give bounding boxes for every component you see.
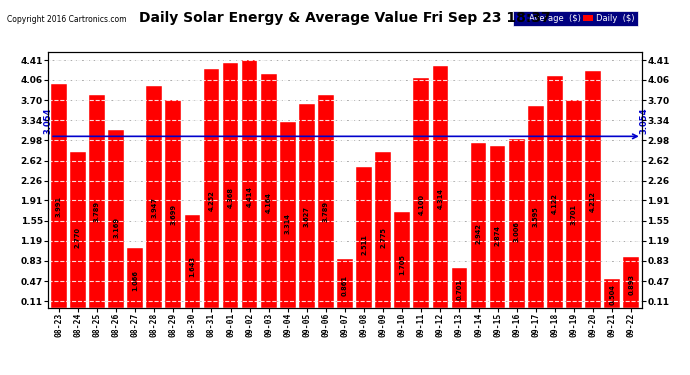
- Text: 0.701: 0.701: [457, 279, 462, 300]
- Bar: [204, 69, 219, 308]
- Text: 2.770: 2.770: [75, 227, 81, 248]
- Bar: [108, 130, 124, 308]
- Text: 4.314: 4.314: [437, 188, 444, 209]
- Bar: [70, 152, 86, 308]
- Bar: [280, 122, 295, 308]
- Text: 2.874: 2.874: [495, 225, 501, 246]
- Text: 4.122: 4.122: [552, 193, 558, 214]
- Bar: [547, 76, 563, 308]
- Text: 4.164: 4.164: [266, 192, 272, 213]
- Bar: [184, 215, 200, 308]
- Text: 4.414: 4.414: [246, 186, 253, 207]
- Bar: [241, 60, 257, 308]
- Text: 4.252: 4.252: [208, 190, 215, 211]
- Text: 3.991: 3.991: [56, 196, 62, 217]
- Bar: [509, 139, 524, 308]
- Text: 1.643: 1.643: [189, 256, 195, 277]
- Bar: [223, 63, 238, 308]
- Text: 3.054: 3.054: [43, 107, 53, 134]
- Text: 1.066: 1.066: [132, 270, 138, 291]
- Text: 0.504: 0.504: [609, 284, 615, 305]
- Bar: [127, 248, 143, 308]
- Text: 4.100: 4.100: [418, 194, 424, 214]
- Text: 3.789: 3.789: [94, 201, 100, 222]
- Legend: Average  ($), Daily  ($): Average ($), Daily ($): [513, 11, 638, 26]
- Text: 3.947: 3.947: [151, 198, 157, 219]
- Bar: [471, 142, 486, 308]
- Bar: [89, 95, 105, 308]
- Bar: [585, 72, 601, 308]
- Bar: [395, 212, 410, 308]
- Text: 1.705: 1.705: [400, 254, 405, 275]
- Bar: [623, 258, 639, 307]
- Bar: [299, 104, 315, 308]
- Bar: [452, 268, 467, 308]
- Text: 2.942: 2.942: [475, 223, 482, 244]
- Bar: [604, 279, 620, 308]
- Bar: [528, 106, 544, 307]
- Text: 4.212: 4.212: [590, 191, 596, 212]
- Text: 0.893: 0.893: [628, 274, 634, 296]
- Text: 3.789: 3.789: [323, 201, 329, 222]
- Text: 3.314: 3.314: [285, 213, 290, 234]
- Bar: [146, 86, 162, 308]
- Bar: [318, 95, 334, 308]
- Bar: [166, 100, 181, 308]
- Bar: [490, 146, 506, 308]
- Text: 3.595: 3.595: [533, 207, 539, 227]
- Text: 3.006: 3.006: [514, 221, 520, 242]
- Text: 3.054: 3.054: [639, 107, 648, 134]
- Bar: [566, 100, 582, 308]
- Bar: [51, 84, 67, 308]
- Bar: [261, 74, 277, 307]
- Bar: [375, 152, 391, 308]
- Text: 3.169: 3.169: [113, 217, 119, 238]
- Bar: [337, 259, 353, 308]
- Bar: [433, 66, 448, 308]
- Bar: [356, 167, 372, 308]
- Text: 2.511: 2.511: [361, 234, 367, 255]
- Text: Copyright 2016 Cartronics.com: Copyright 2016 Cartronics.com: [7, 15, 126, 24]
- Text: 0.861: 0.861: [342, 275, 348, 296]
- Text: 4.368: 4.368: [228, 187, 233, 208]
- Text: 3.627: 3.627: [304, 206, 310, 226]
- Text: 2.775: 2.775: [380, 227, 386, 248]
- Text: Daily Solar Energy & Average Value Fri Sep 23 18:37: Daily Solar Energy & Average Value Fri S…: [139, 11, 551, 25]
- Bar: [413, 78, 429, 308]
- Text: 3.699: 3.699: [170, 204, 176, 225]
- Text: 3.701: 3.701: [571, 204, 577, 225]
